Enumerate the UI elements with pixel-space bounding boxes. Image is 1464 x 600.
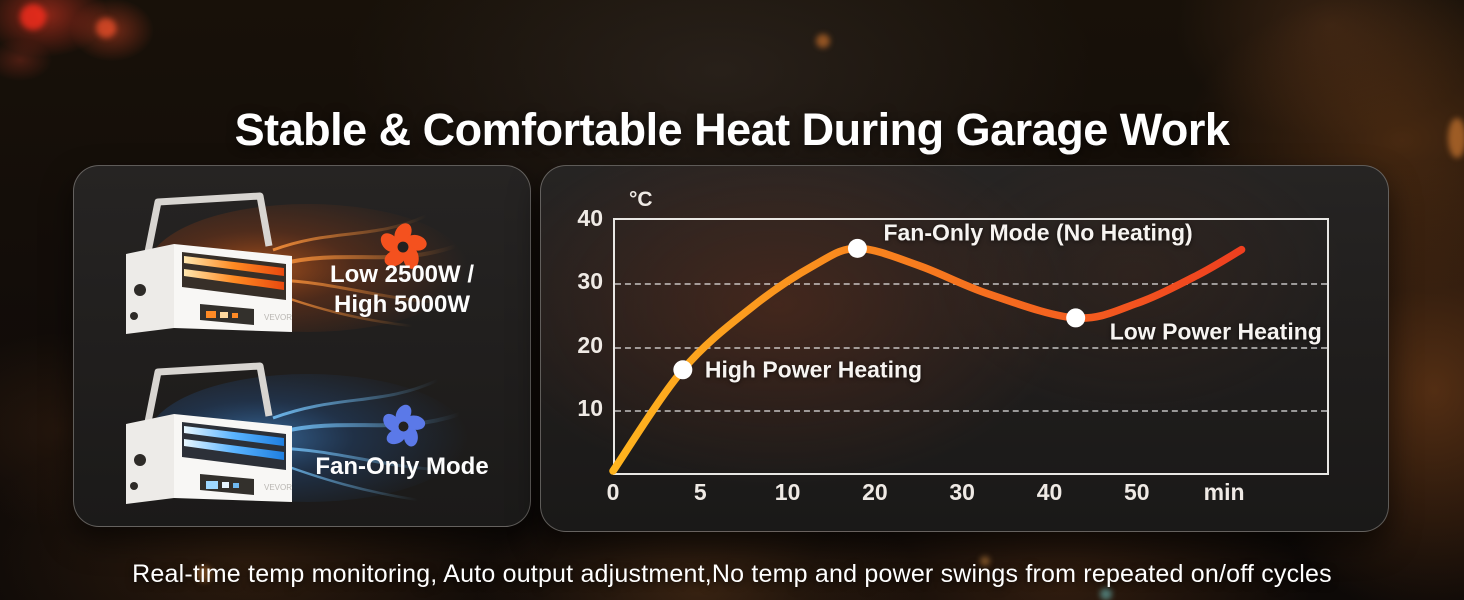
y-tick-label: 10 <box>577 394 603 421</box>
heater-bracket <box>144 192 273 253</box>
bottom-caption: Real-time temp monitoring, Auto output a… <box>132 560 1332 588</box>
background-bokeh-light <box>20 4 46 30</box>
x-tick-label: 0 <box>606 479 620 505</box>
fan-only-label: Fan-Only Mode <box>315 453 489 480</box>
brand-text: VEVOR <box>264 313 292 322</box>
x-tick-label: 50 <box>1124 479 1150 505</box>
high-power-label: Low 2500W / High 5000W <box>302 260 502 320</box>
x-tick-label: 5 <box>693 479 707 505</box>
background-bokeh-light <box>1448 118 1464 158</box>
annotation-label: High Power Heating <box>704 356 923 383</box>
x-tick-label: min <box>1203 479 1245 505</box>
data-point-dot <box>673 360 693 380</box>
brand-text: VEVOR <box>264 483 292 492</box>
data-point-dot <box>847 238 867 258</box>
x-tick-label: 10 <box>774 479 801 505</box>
background-bokeh-light <box>1100 588 1112 600</box>
data-point-dot <box>1066 308 1086 328</box>
fan-icon-orange <box>380 223 427 269</box>
background-bokeh-light <box>96 18 116 38</box>
high-power-label-line1: Low 2500W / <box>329 261 475 288</box>
background-bokeh-light <box>980 556 990 566</box>
heater-fan-only-image: VEVOR <box>126 362 468 504</box>
gridline <box>615 346 1327 349</box>
y-axis-unit-label: °C <box>629 188 653 211</box>
y-tick-label: 30 <box>577 268 603 295</box>
heater-bracket <box>144 362 273 423</box>
background-bokeh-light <box>196 566 212 582</box>
fan-icon-blue <box>383 404 426 447</box>
temperature-chart-panel: °C 40 30 20 10 0 5 10 20 30 40 50 min High Power H… <box>540 165 1389 532</box>
background-bokeh-light <box>816 34 830 48</box>
y-tick-label: 40 <box>577 205 603 231</box>
x-tick-label: 30 <box>949 479 975 505</box>
x-tick-label: 40 <box>1036 479 1063 505</box>
temperature-curve <box>609 238 1246 475</box>
page-title: Stable & Comfortable Heat During Garage … <box>234 104 1230 156</box>
gridline <box>615 409 1327 412</box>
y-tick-label: 20 <box>577 331 603 358</box>
product-modes-panel: VEVOR Low 2500W / High 5000W <box>73 165 531 527</box>
x-tick-label: 20 <box>862 479 888 505</box>
annotation-label: Fan-Only Mode (No Heating) <box>883 219 1193 246</box>
high-power-label-line2: High 5000W <box>333 291 471 318</box>
annotation-label: Low Power Heating <box>1109 318 1322 345</box>
